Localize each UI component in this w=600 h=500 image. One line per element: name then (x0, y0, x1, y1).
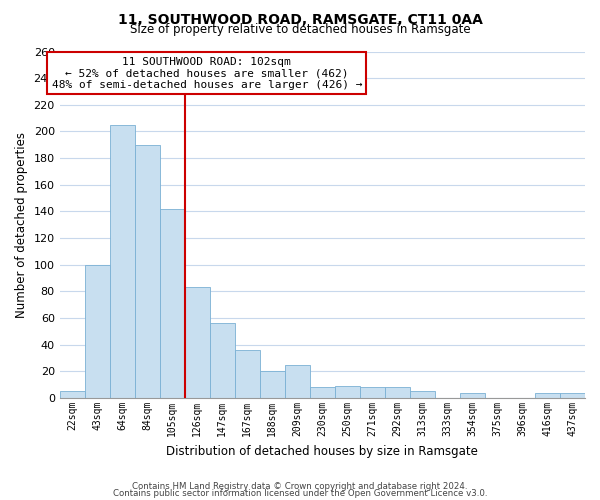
Bar (310, 388, 335, 398)
Bar (85, 265, 110, 398)
Bar (210, 324, 235, 398)
Text: Size of property relative to detached houses in Ramsgate: Size of property relative to detached ho… (130, 22, 470, 36)
Bar (410, 392, 435, 398)
Bar (285, 365, 310, 398)
Bar (535, 393, 560, 398)
Bar (335, 386, 360, 398)
Bar (59, 392, 85, 398)
Bar (360, 388, 385, 398)
Text: 11 SOUTHWOOD ROAD: 102sqm
← 52% of detached houses are smaller (462)
48% of semi: 11 SOUTHWOOD ROAD: 102sqm ← 52% of detac… (52, 56, 362, 90)
Bar (160, 209, 185, 398)
X-axis label: Distribution of detached houses by size in Ramsgate: Distribution of detached houses by size … (166, 444, 478, 458)
Bar (235, 350, 260, 398)
Text: Contains public sector information licensed under the Open Government Licence v3: Contains public sector information licen… (113, 490, 487, 498)
Bar (385, 388, 410, 398)
Bar (110, 125, 135, 398)
Bar (135, 145, 160, 398)
Bar (260, 372, 285, 398)
Text: 11, SOUTHWOOD ROAD, RAMSGATE, CT11 0AA: 11, SOUTHWOOD ROAD, RAMSGATE, CT11 0AA (118, 12, 482, 26)
Bar (460, 393, 485, 398)
Y-axis label: Number of detached properties: Number of detached properties (15, 132, 28, 318)
Text: Contains HM Land Registry data © Crown copyright and database right 2024.: Contains HM Land Registry data © Crown c… (132, 482, 468, 491)
Bar (560, 393, 585, 398)
Bar (185, 288, 210, 398)
